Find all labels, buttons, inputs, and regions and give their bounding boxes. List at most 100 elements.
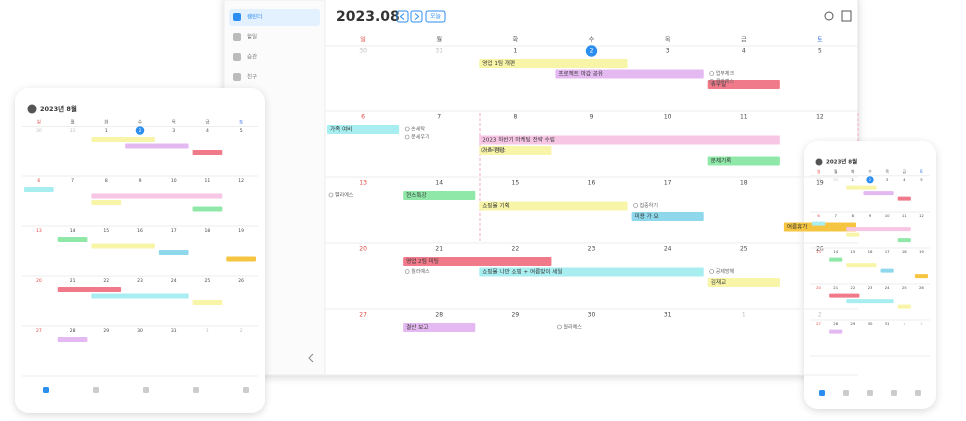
sidebar-icon (233, 13, 241, 21)
event-bar (914, 274, 928, 279)
todo-check (709, 269, 715, 274)
date-number: 20 (816, 285, 821, 290)
event-bar (403, 257, 552, 266)
event-bar (829, 293, 860, 298)
event-bar (57, 337, 88, 342)
event-bar (91, 293, 189, 299)
date-number: 31 (664, 312, 672, 319)
event-label: 가족 여비 (330, 125, 352, 133)
phone-avatar (815, 158, 823, 166)
date-number: 14 (833, 249, 838, 254)
event-bar (846, 299, 894, 304)
date-number: 31 (885, 321, 890, 326)
date-number: 23 (137, 278, 143, 284)
todo-label: 손세탁 (411, 126, 425, 133)
date-number: 4 (742, 48, 746, 55)
date-number: 29 (512, 312, 520, 319)
weekday: 수 (589, 37, 595, 44)
weekday: 금 (205, 120, 209, 126)
todo-label: 월라예스 (411, 268, 430, 275)
date-number: 16 (588, 180, 596, 187)
event-bar (91, 200, 122, 205)
todo-check (328, 192, 334, 198)
weekday: 화 (851, 169, 855, 174)
date-number: 1 (206, 328, 209, 334)
date-number: 30 (816, 177, 821, 182)
date-number: 28 (435, 312, 443, 319)
date-number: 25 (740, 246, 748, 253)
todo-check (404, 269, 410, 274)
date-number: 15 (103, 228, 109, 234)
date-number: 3 (666, 48, 670, 55)
date-number: 16 (868, 249, 873, 254)
date-number: 2 (139, 128, 142, 134)
date-number: 22 (103, 278, 109, 284)
todo-label: 업무체크 (716, 70, 735, 77)
event-label: 현스특강 (406, 191, 427, 199)
date-number: 21 (435, 246, 443, 253)
date-number: 19 (919, 249, 924, 254)
date-number: 20 (359, 246, 367, 253)
search-icon[interactable] (824, 11, 834, 21)
todo-check (404, 134, 410, 140)
event-label: 가스 점검 (482, 146, 504, 154)
date-number: 9 (139, 178, 142, 184)
date-number: 30 (359, 48, 367, 55)
date-number: 12 (238, 178, 244, 184)
next-button[interactable] (410, 10, 423, 23)
todo-label: 공제방해 (716, 268, 735, 275)
event-bar (812, 221, 826, 226)
date-number: 28 (70, 328, 76, 334)
event-label: 2023 하반기 마케팅 전략 수립 (482, 136, 555, 144)
event-bar (707, 80, 780, 89)
event-bar (192, 150, 223, 155)
collapse-icon[interactable] (308, 353, 314, 363)
date-number: 14 (435, 180, 443, 187)
event-bar (863, 191, 894, 196)
date-number: 30 (137, 328, 143, 334)
today-marker (585, 45, 598, 57)
weekday: 월 (834, 169, 838, 174)
date-number: 2 (869, 177, 872, 182)
weekday: 일 (360, 36, 366, 44)
prev-button[interactable] (396, 10, 409, 23)
event-bar (479, 201, 628, 211)
date-number: 22 (850, 285, 855, 290)
sidebar-item: 습관 (247, 53, 257, 61)
event-bar (897, 304, 911, 309)
event-bar (479, 59, 628, 68)
date-number: 5 (818, 48, 822, 55)
phone-frame (804, 141, 936, 409)
nav-icon (193, 387, 199, 393)
date-number: 30 (36, 128, 42, 134)
date-number: 5 (240, 128, 243, 134)
date-number: 10 (171, 178, 177, 184)
event-label: 결산 보고 (406, 323, 428, 331)
weekday: 수 (868, 169, 872, 174)
date-number: 8 (513, 114, 517, 121)
event-label: 쇼핑몰 기획 (482, 202, 509, 210)
date-number: 2 (920, 321, 923, 326)
date-number: 8 (105, 178, 108, 184)
weekday: 목 (885, 169, 889, 174)
date-number: 16 (137, 228, 143, 234)
event-bar (846, 185, 877, 190)
sidebar-item: 캘린더 (247, 13, 262, 21)
event-bar (24, 187, 54, 192)
view-icon[interactable] (841, 10, 852, 22)
date-number: 20 (36, 278, 42, 284)
weekday: 일 (817, 169, 821, 174)
event-bar (403, 323, 476, 332)
event-bar (327, 125, 400, 134)
today-button[interactable] (425, 10, 446, 23)
next-icon (414, 13, 420, 20)
sidebar-item: 친구 (247, 73, 257, 81)
event-bar (57, 237, 88, 242)
date-number: 25 (902, 285, 907, 290)
date-number: 26 (238, 278, 244, 284)
weekday: 목 (172, 120, 176, 126)
date-number: 24 (885, 285, 890, 290)
date-number: 7 (835, 213, 838, 218)
date-number: 7 (71, 178, 74, 184)
month-title: 2023.08 (336, 9, 400, 25)
